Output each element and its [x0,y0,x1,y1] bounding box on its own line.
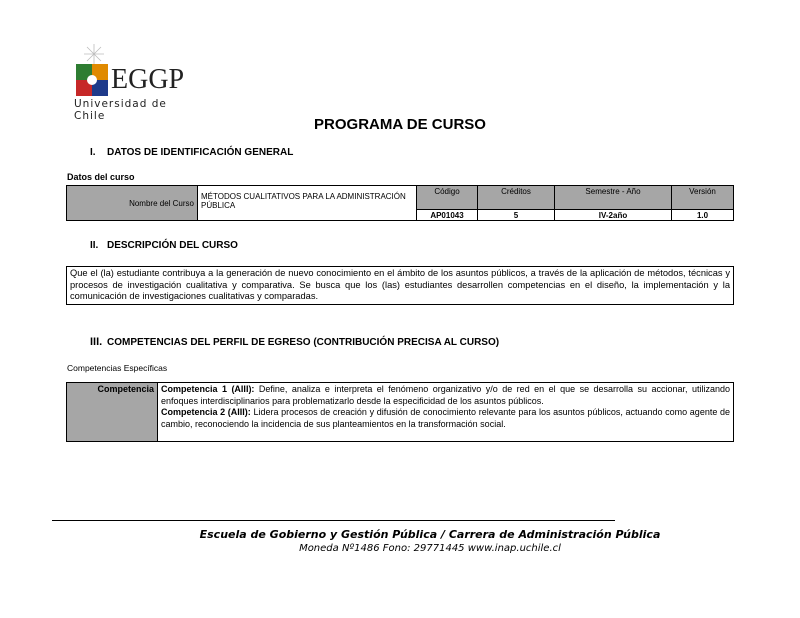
value-creditos: 5 [477,209,555,221]
section-title: COMPETENCIAS DEL PERFIL DE EGRESO (CONTR… [107,337,500,348]
section-title: DESCRIPCIÓN DEL CURSO [107,240,238,251]
competencia-name: Competencia 1 (AIII): [161,384,255,394]
header-semestre: Semestre - Año [554,185,672,210]
value-semestre: IV-2año [554,209,672,221]
competencia-item: Competencia 2 (AIII): Lidera procesos de… [161,407,730,430]
competencias-list: Competencia 1 (AIII): Define, analiza e … [157,382,734,442]
value-version: 1.0 [671,209,734,221]
header-codigo: Código [416,185,478,210]
footer-institution: Escuela de Gobierno y Gestión Pública / … [199,528,661,541]
course-data-table: Nombre del Curso MÉTODOS CUALITATIVOS PA… [66,185,734,221]
university-logo: EGGP Universidad de Chile [74,42,199,122]
competencia-text: Define, analiza e interpreta el fenómeno… [161,384,730,406]
header-creditos: Créditos [477,185,555,210]
competencia-label: Competencia [66,382,158,442]
eggp-logo-icon: EGGP [76,44,184,96]
university-name: Universidad de Chile [74,98,167,122]
course-name-label: Nombre del Curso [66,185,198,221]
value-codigo: AP01043 [416,209,478,221]
course-name-value: MÉTODOS CUALITATIVOS PARA LA ADMINISTRAC… [197,185,417,221]
svg-text:EGGP: EGGP [111,64,184,95]
course-description: Que el (la) estudiante contribuya a la g… [66,266,734,305]
section-subtitle: Datos del curso [67,172,135,182]
footer-contact: Moneda Nº1486 Fono: 29771445 www.inap.uc… [299,543,561,554]
page-title: PROGRAMA DE CURSO [314,116,486,133]
competencias-table: Competencia Competencia 1 (AIII): Define… [66,382,734,442]
header-version: Versión [671,185,734,210]
footer-divider [52,520,615,521]
section-subtitle: Competencias Específicas [67,363,168,373]
section-title: DATOS DE IDENTIFICACIÓN GENERAL [107,147,294,158]
section-number: I. [90,147,96,158]
section-number: II. [90,240,99,251]
competencia-item: Competencia 1 (AIII): Define, analiza e … [161,384,730,407]
competencia-text: Lidera procesos de creación y difusión d… [161,407,730,429]
section-number: III. [90,336,103,348]
competencia-name: Competencia 2 (AIII): [161,407,251,417]
